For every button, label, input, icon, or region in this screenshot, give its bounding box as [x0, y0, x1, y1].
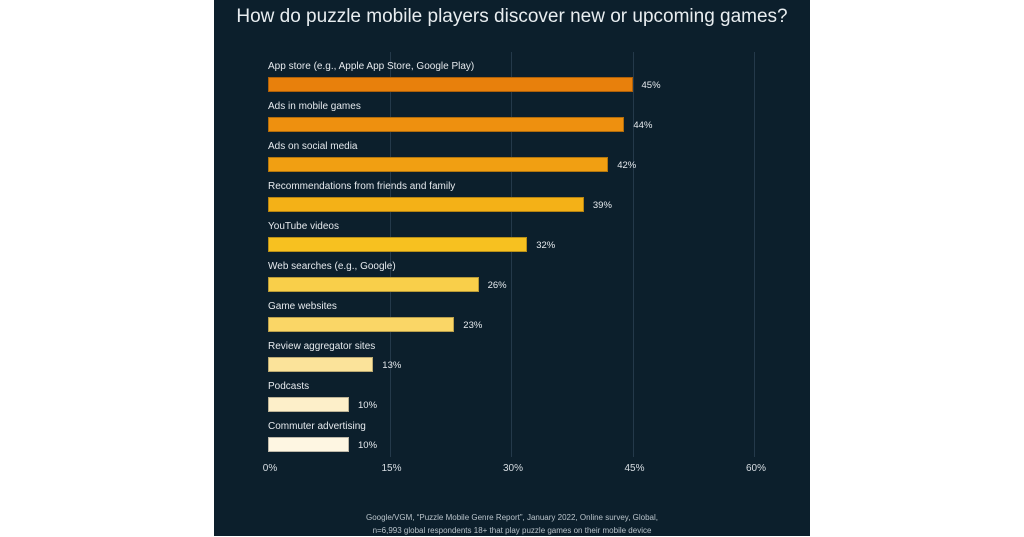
value-label: 13% [382, 360, 402, 371]
plot-area: 0% 15% 30% 45% 60% App store (e.g., Apple App… [214, 0, 810, 536]
bar [268, 277, 479, 292]
bar [268, 437, 349, 452]
x-tick-label: 0% [262, 463, 278, 474]
source-line-2: n=6,993 global respondents 18+ that play… [372, 526, 652, 535]
source-line-1: Google/VGM, “Puzzle Mobile Genre Report”… [366, 513, 658, 522]
x-tick-label: 45% [624, 463, 645, 474]
gridline [633, 52, 634, 457]
gridline [754, 52, 755, 457]
value-label: 10% [358, 440, 378, 451]
chart-panel: How do puzzle mobile players discover ne… [214, 0, 810, 536]
bar [268, 77, 633, 92]
bar [268, 397, 349, 412]
category-label: Ads in mobile games [268, 101, 361, 112]
category-label: Recommendations from friends and family [268, 181, 456, 192]
gridline [390, 52, 391, 457]
value-label: 44% [633, 120, 653, 131]
category-label: YouTube videos [268, 221, 339, 232]
gridline [511, 52, 512, 457]
source-note: Google/VGM, “Puzzle Mobile Genre Report”… [214, 511, 810, 537]
bar [268, 357, 374, 372]
value-label: 42% [617, 160, 637, 171]
value-label: 10% [358, 400, 378, 411]
category-label: App store (e.g., Apple App Store, Google… [268, 61, 475, 72]
bar [268, 117, 625, 132]
category-label: Game websites [268, 301, 337, 312]
x-tick-label: 30% [502, 463, 524, 474]
x-tick-label: 60% [745, 463, 767, 474]
bar [268, 237, 528, 252]
bar [268, 317, 455, 332]
category-label: Review aggregator sites [268, 341, 376, 352]
value-label: 39% [592, 200, 612, 211]
x-tick-label: 15% [381, 463, 402, 474]
value-label: 23% [463, 320, 483, 331]
category-label: Podcasts [268, 381, 310, 392]
category-label: Ads on social media [268, 141, 358, 152]
chart-title: How do puzzle mobile players discover ne… [236, 6, 788, 27]
value-label: 45% [641, 80, 661, 91]
bar [268, 157, 609, 172]
value-label: 26% [487, 280, 507, 291]
value-label: 32% [536, 240, 556, 251]
category-label: Web searches (e.g., Google) [268, 261, 396, 272]
category-label: Commuter advertising [268, 421, 366, 432]
bar [268, 197, 584, 212]
